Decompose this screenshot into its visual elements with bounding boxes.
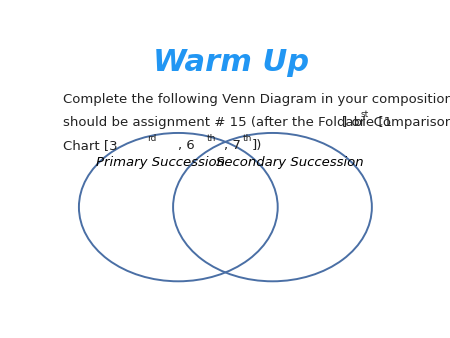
Text: ] or  Comparison: ] or Comparison xyxy=(342,116,450,129)
Text: ]): ]) xyxy=(252,140,262,152)
Text: th: th xyxy=(207,134,216,143)
Text: Warm Up: Warm Up xyxy=(153,48,309,77)
Text: , 6: , 6 xyxy=(178,140,195,152)
Text: Secondary Succession: Secondary Succession xyxy=(216,156,364,169)
Text: should be assignment # 15 (after the Foldable [1: should be assignment # 15 (after the Fol… xyxy=(63,116,392,129)
Text: Chart [3: Chart [3 xyxy=(63,140,118,152)
Text: Complete the following Venn Diagram in your composition book.  It: Complete the following Venn Diagram in y… xyxy=(63,93,450,105)
Text: rd: rd xyxy=(148,134,157,143)
Text: Primary Succession: Primary Succession xyxy=(96,156,225,169)
Text: th: th xyxy=(243,134,252,143)
Text: , 7: , 7 xyxy=(224,140,241,152)
Text: st: st xyxy=(360,110,369,119)
